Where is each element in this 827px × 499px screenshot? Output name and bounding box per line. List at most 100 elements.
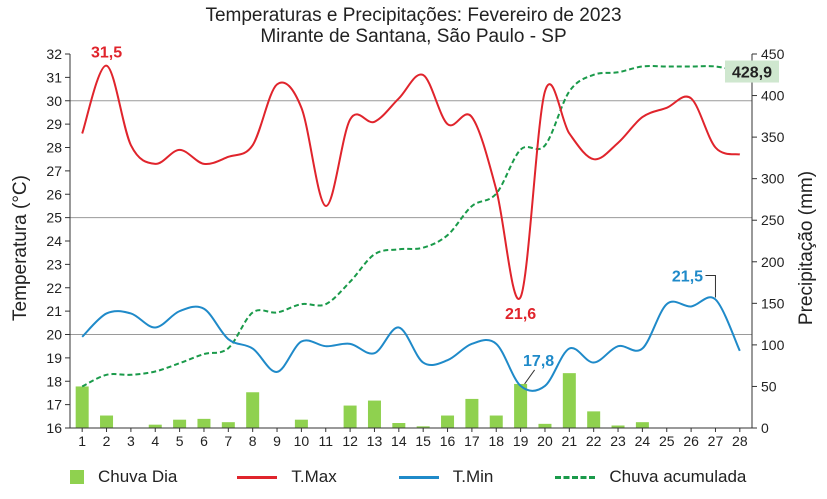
bar-chuva-dia bbox=[538, 423, 552, 428]
line-tmin bbox=[81, 296, 741, 392]
tick-label-x: 15 bbox=[415, 433, 431, 449]
tick-labels: 1617181920212223242526272829303132050100… bbox=[46, 46, 784, 449]
tick-label-left: 16 bbox=[46, 420, 62, 436]
tick-label-x: 11 bbox=[318, 433, 333, 449]
bar-chuva-dia bbox=[416, 426, 430, 428]
legend-item-chuva-acumulada: Chuva acumulada bbox=[555, 467, 746, 487]
bar-chuva-dia bbox=[246, 392, 260, 428]
legend-label: T.Min bbox=[452, 467, 494, 486]
tick-label-right: 350 bbox=[761, 129, 785, 145]
label-chuva-acumulada-total: 428,9 bbox=[732, 65, 772, 82]
tick-label-x: 28 bbox=[732, 433, 748, 449]
tick-label-right: 300 bbox=[761, 171, 785, 187]
tick-label-x: 3 bbox=[127, 433, 135, 449]
bars-rain-daily bbox=[75, 373, 649, 428]
y-axis-right-title: Precipitação (mm) bbox=[796, 171, 817, 325]
bar-chuva-dia bbox=[148, 424, 162, 428]
tick-label-x: 22 bbox=[586, 433, 602, 449]
tick-label-x: 12 bbox=[342, 433, 358, 449]
label-tmax-low: 21,6 bbox=[505, 306, 536, 323]
legend: Chuva Dia T.Max T.Min Chuva acumulada bbox=[70, 466, 778, 488]
tick-label-x: 26 bbox=[683, 433, 699, 449]
tick-label-x: 7 bbox=[224, 433, 232, 449]
tick-label-left: 23 bbox=[46, 256, 62, 272]
tick-label-right: 0 bbox=[761, 420, 769, 436]
grid-lines bbox=[70, 100, 752, 335]
tick-label-x: 10 bbox=[294, 433, 310, 449]
tick-label-right: 150 bbox=[761, 295, 785, 311]
bar-chuva-dia bbox=[441, 415, 455, 428]
bar-chuva-dia bbox=[367, 400, 381, 428]
tick-label-x: 21 bbox=[562, 433, 578, 449]
series-lines bbox=[81, 64, 741, 392]
tick-label-left: 21 bbox=[46, 303, 62, 319]
bar-chuva-dia bbox=[100, 415, 114, 428]
leader-line bbox=[524, 369, 536, 385]
tick-label-left: 24 bbox=[46, 233, 62, 249]
tick-label-x: 5 bbox=[176, 433, 184, 449]
axes bbox=[65, 53, 757, 432]
tick-label-left: 29 bbox=[46, 116, 62, 132]
legend-label: Chuva acumulada bbox=[609, 467, 747, 486]
tick-label-x: 4 bbox=[151, 433, 159, 449]
tick-label-left: 26 bbox=[46, 186, 62, 202]
tick-label-right: 200 bbox=[761, 254, 785, 270]
bar-chuva-dia bbox=[611, 425, 625, 428]
tick-label-x: 24 bbox=[635, 433, 651, 449]
tick-label-left: 18 bbox=[46, 373, 62, 389]
chart-subtitle: Mirante de Santana, São Paulo - SP bbox=[260, 26, 567, 47]
legend-swatch-line bbox=[237, 475, 278, 479]
legend-label: T.Max bbox=[291, 467, 337, 486]
tick-label-x: 20 bbox=[537, 433, 553, 449]
tick-label-x: 16 bbox=[440, 433, 456, 449]
tick-label-left: 22 bbox=[46, 280, 62, 296]
legend-item-chuva-dia: Chuva Dia bbox=[70, 467, 177, 487]
tick-label-left: 28 bbox=[46, 140, 62, 156]
bar-chuva-dia bbox=[75, 386, 89, 428]
bar-chuva-dia bbox=[392, 423, 406, 428]
legend-swatch-dashed bbox=[555, 475, 596, 479]
bar-chuva-dia bbox=[294, 419, 308, 428]
line-tmax bbox=[81, 64, 741, 300]
tick-label-right: 450 bbox=[761, 46, 785, 62]
tick-label-x: 6 bbox=[200, 433, 208, 449]
legend-item-tmin: T.Min bbox=[398, 467, 494, 487]
tick-label-x: 23 bbox=[610, 433, 626, 449]
tick-label-right: 400 bbox=[761, 88, 785, 104]
tick-label-left: 17 bbox=[46, 397, 62, 413]
bar-chuva-dia bbox=[514, 383, 528, 428]
tick-label-left: 30 bbox=[46, 93, 62, 109]
legend-swatch-line bbox=[398, 475, 439, 479]
tick-label-left: 20 bbox=[46, 327, 62, 343]
tick-label-x: 13 bbox=[367, 433, 383, 449]
tick-label-x: 25 bbox=[659, 433, 675, 449]
tick-label-x: 17 bbox=[464, 433, 480, 449]
tick-label-x: 2 bbox=[103, 433, 111, 449]
callout-box bbox=[725, 60, 779, 83]
tick-label-x: 27 bbox=[708, 433, 724, 449]
tick-label-x: 8 bbox=[249, 433, 257, 449]
tick-label-x: 1 bbox=[78, 433, 86, 449]
tick-label-right: 250 bbox=[761, 212, 785, 228]
tick-label-right: 50 bbox=[761, 378, 777, 394]
bar-chuva-dia bbox=[635, 422, 649, 428]
bar-chuva-dia bbox=[489, 415, 503, 428]
tick-label-left: 25 bbox=[46, 210, 62, 226]
bar-chuva-dia bbox=[587, 411, 601, 428]
legend-item-tmax: T.Max bbox=[237, 467, 337, 487]
tick-label-x: 9 bbox=[273, 433, 281, 449]
tick-label-x: 14 bbox=[391, 433, 407, 449]
tick-label-x: 18 bbox=[488, 433, 504, 449]
leader-line bbox=[705, 274, 716, 298]
tick-label-left: 32 bbox=[46, 46, 62, 62]
tick-label-right: 100 bbox=[761, 337, 785, 353]
bar-chuva-dia bbox=[562, 373, 576, 428]
bar-chuva-dia bbox=[221, 422, 235, 428]
tick-label-left: 19 bbox=[46, 350, 62, 366]
annotations: 31,5 21,6 17,8 21,5 428,9 bbox=[91, 45, 779, 385]
chart-title: Temperaturas e Precipitações: Fevereiro … bbox=[205, 5, 622, 26]
label-tmin-low: 17,8 bbox=[523, 353, 554, 370]
label-tmax-peak: 31,5 bbox=[91, 45, 122, 62]
bar-chuva-dia bbox=[197, 418, 211, 428]
